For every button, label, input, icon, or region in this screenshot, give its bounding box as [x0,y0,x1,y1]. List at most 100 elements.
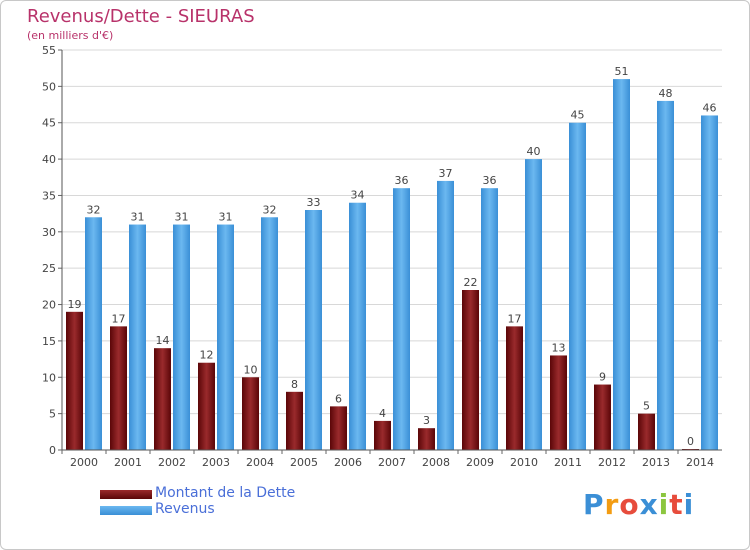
debt-bar [374,420,391,450]
revenue-bar [129,224,146,450]
y-tick-label: 20 [42,299,56,312]
revenue-bar [481,188,498,450]
debt-data-label: 0 [687,435,694,448]
debt-bar [462,290,479,450]
debt-data-label: 5 [643,400,650,413]
debt-bar [550,355,567,450]
logo-letter: t [669,488,684,521]
y-tick-label: 40 [42,153,56,166]
debt-bar [242,377,259,450]
logo-letter: i [658,488,670,521]
revenue-bar [437,180,454,450]
revenue-bar [217,224,234,450]
debt-bar [286,391,303,450]
x-tick-label: 2002 [158,456,186,469]
x-tick-label: 2013 [642,456,670,469]
revenue-bar [613,79,630,450]
x-tick-label: 2014 [686,456,714,469]
debt-data-label: 17 [508,312,522,325]
debt-data-label: 4 [379,407,386,420]
debt-bar [638,413,655,450]
x-tick-label: 2000 [70,456,98,469]
legend-label-debt: Montant de la Dette [155,485,296,501]
y-tick-label: 5 [49,408,56,421]
y-tick-label: 55 [42,44,56,57]
debt-data-label: 6 [335,392,342,405]
y-tick-label: 50 [42,80,56,93]
logo-letter: i [683,488,695,521]
x-tick-label: 2003 [202,456,230,469]
revenue-bar [393,188,410,450]
legend-swatch-debt [100,490,152,499]
y-tick-label: 35 [42,189,56,202]
debt-bar [154,348,171,450]
revenue-data-label: 36 [395,174,409,187]
debt-data-label: 19 [68,298,82,311]
debt-data-label: 10 [244,363,258,376]
debt-data-label: 22 [464,276,478,289]
revenue-data-label: 31 [131,211,145,224]
revenue-data-label: 31 [219,211,233,224]
debt-data-label: 8 [291,378,298,391]
revenue-bar [569,122,586,451]
revenue-data-label: 40 [527,145,541,158]
debt-bar [506,326,523,450]
revenue-bar [173,224,190,450]
y-tick-label: 25 [42,262,56,275]
revenue-bar [261,217,278,450]
x-tick-label: 2007 [378,456,406,469]
x-tick-label: 2005 [290,456,318,469]
debt-bar [198,362,215,450]
debt-bar [594,384,611,450]
debt-data-label: 14 [156,334,170,347]
revenue-bar [85,217,102,450]
revenue-data-label: 31 [175,211,189,224]
revenue-data-label: 34 [351,189,365,202]
revenue-data-label: 32 [87,203,101,216]
x-tick-label: 2004 [246,456,274,469]
revenue-data-label: 45 [571,109,585,122]
revenue-data-label: 46 [703,101,717,114]
y-tick-label: 15 [42,335,56,348]
debt-data-label: 3 [423,414,430,427]
debt-data-label: 9 [599,371,606,384]
revenue-data-label: 36 [483,174,497,187]
x-tick-label: 2006 [334,456,362,469]
revenue-bar [525,159,542,450]
revenue-data-label: 33 [307,196,321,209]
x-tick-label: 2011 [554,456,582,469]
revenue-bar [305,210,322,450]
revenue-data-label: 32 [263,203,277,216]
logo-letter: x [639,488,659,521]
debt-data-label: 13 [552,341,566,354]
chart-subtitle: (en milliers d'€) [27,29,114,42]
y-tick-label: 10 [42,371,56,384]
x-tick-label: 2010 [510,456,538,469]
logo-letter: o [619,488,640,521]
revenue-bar [657,100,674,450]
revenue-data-label: 48 [659,87,673,100]
y-tick-label: 0 [49,444,56,457]
y-tick-label: 30 [42,226,56,239]
debt-data-label: 17 [112,312,126,325]
x-tick-label: 2001 [114,456,142,469]
legend-swatch-revenue [100,506,152,515]
debt-bar [418,428,435,450]
x-tick-label: 2009 [466,456,494,469]
debt-bar [330,406,347,450]
revenue-data-label: 51 [615,65,629,78]
revenue-data-label: 37 [439,167,453,180]
logo-letter: r [604,488,620,521]
legend-label-revenue: Revenus [155,501,215,517]
debt-data-label: 12 [200,349,214,362]
x-tick-label: 2008 [422,456,450,469]
debt-bar [66,311,83,450]
logo-letter: P [583,488,605,521]
x-tick-label: 2012 [598,456,626,469]
debt-bar [110,326,127,450]
revenue-bar [701,115,718,451]
revenue-bar [349,202,366,450]
chart-title: Revenus/Dette - SIEURAS [27,6,255,27]
proxiti-logo: Proxiti [583,488,694,521]
